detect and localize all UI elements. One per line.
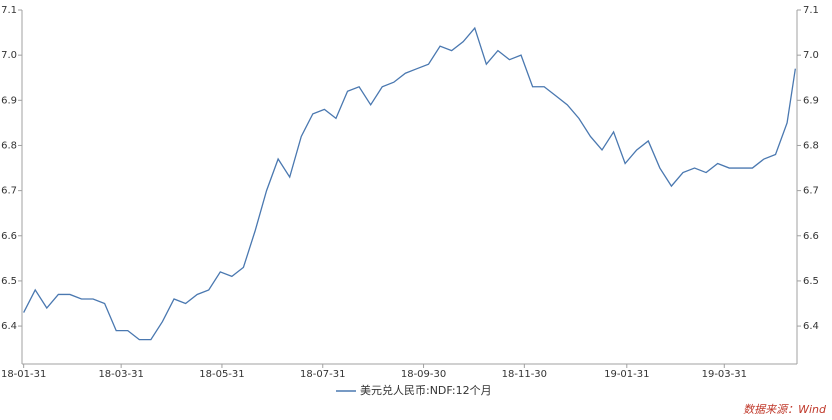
y-tick-label-right: 6.9 xyxy=(803,95,819,106)
y-tick-label-right: 6.6 xyxy=(803,231,819,242)
x-tick-label: 19-03-31 xyxy=(702,369,747,380)
y-tick-label: 7.0 xyxy=(1,50,17,61)
y-tick-label: 6.7 xyxy=(1,186,17,197)
x-tick-label: 18-11-30 xyxy=(502,369,547,380)
source: 数据来源：Wind xyxy=(743,403,827,416)
y-tick-label: 7.1 xyxy=(1,5,17,16)
x-tick-label: 18-01-31 xyxy=(1,369,46,380)
y-tick-label: 6.5 xyxy=(1,276,17,287)
data-line xyxy=(23,26,796,341)
y-tick-label-right: 6.8 xyxy=(803,140,819,151)
y-tick-label: 6.8 xyxy=(1,140,17,151)
x-tick-label: 19-01-31 xyxy=(604,369,649,380)
x-tick-label: 18-07-31 xyxy=(300,369,345,380)
x-tick-label: 18-09-30 xyxy=(401,369,446,380)
y-tick-label-right: 6.4 xyxy=(803,321,819,332)
y-tick-label-right: 6.5 xyxy=(803,276,819,287)
x-tick-label: 18-03-31 xyxy=(98,369,143,380)
x-tick-label: 18-05-31 xyxy=(199,369,244,380)
legend-label: 美元兑人民币:NDF:12个月 xyxy=(360,383,492,397)
y-tick-label: 6.6 xyxy=(1,231,17,242)
y-tick-label-right: 7.1 xyxy=(803,5,819,16)
y-tick-label: 6.9 xyxy=(1,95,17,106)
y-tick-label-right: 7.0 xyxy=(803,50,819,61)
y-tick-label-right: 6.7 xyxy=(803,186,819,197)
y-tick-label: 6.4 xyxy=(1,321,17,332)
